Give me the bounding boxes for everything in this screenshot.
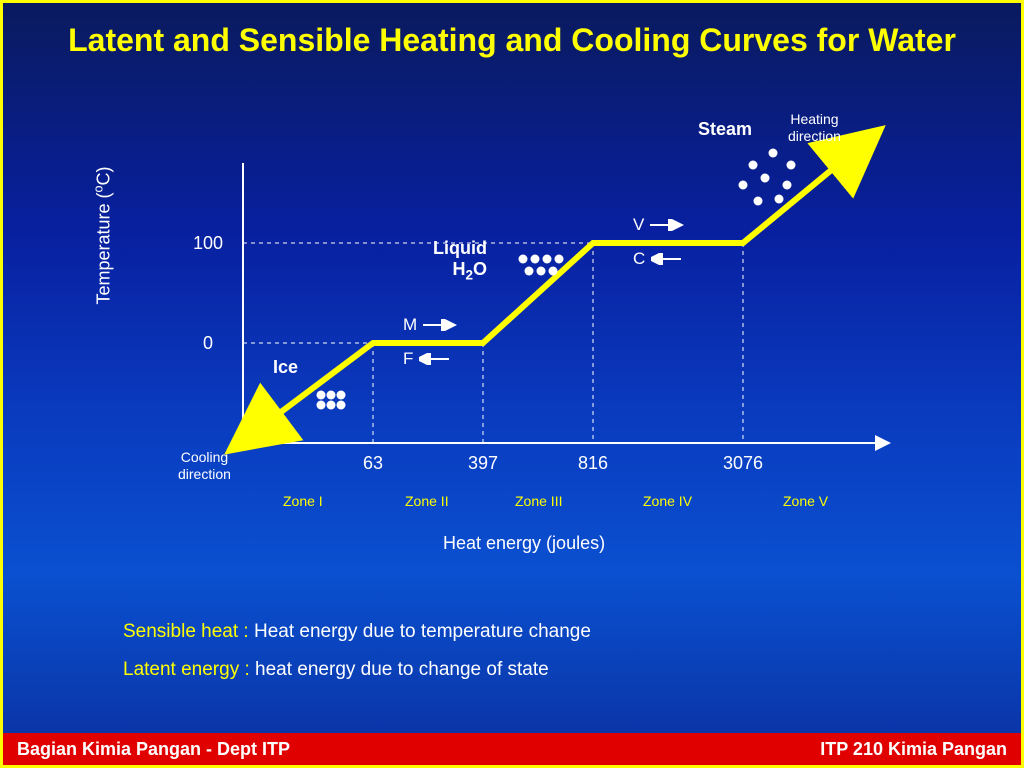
y-axis-label: Temperature (oC) — [92, 166, 115, 304]
y-tick-100: 100 — [193, 233, 223, 254]
definition-latent: Latent energy : heat energy due to chang… — [123, 651, 591, 689]
footer-left: Bagian Kimia Pangan - Dept ITP — [17, 739, 290, 760]
phase-steam: Steam — [698, 119, 752, 140]
phase-ice: Ice — [273, 357, 298, 378]
heating-direction-label: Heatingdirection — [788, 111, 841, 145]
chart-area: Temperature (oC) 0 100 63 397 816 3076 H… — [143, 123, 893, 503]
slide: Latent and Sensible Heating and Cooling … — [0, 0, 1024, 768]
transition-M: M — [403, 315, 457, 335]
definition-sensible: Sensible heat : Heat energy due to tempe… — [123, 613, 591, 651]
y-tick-0: 0 — [203, 333, 213, 354]
steam-dots-icon — [739, 149, 796, 206]
transition-F: F — [403, 349, 453, 369]
transition-C: C — [633, 249, 685, 269]
x-tick-816: 816 — [578, 453, 608, 474]
x-tick-3076: 3076 — [723, 453, 763, 474]
zone-4: Zone IV — [643, 493, 692, 509]
x-tick-397: 397 — [468, 453, 498, 474]
zone-1: Zone I — [283, 493, 323, 509]
ice-dots-icon — [317, 391, 346, 410]
definitions: Sensible heat : Heat energy due to tempe… — [123, 613, 591, 689]
transition-V: V — [633, 215, 684, 235]
zone-3: Zone III — [515, 493, 562, 509]
footer-right: ITP 210 Kimia Pangan — [820, 739, 1007, 760]
liquid-dots-icon — [519, 255, 564, 276]
footer: Bagian Kimia Pangan - Dept ITP ITP 210 K… — [3, 733, 1021, 765]
phase-liquid: LiquidH2O — [433, 238, 487, 283]
slide-title: Latent and Sensible Heating and Cooling … — [3, 3, 1021, 69]
cooling-direction-label: Coolingdirection — [178, 449, 231, 483]
zone-2: Zone II — [405, 493, 449, 509]
x-axis-label: Heat energy (joules) — [443, 533, 605, 554]
zone-5: Zone V — [783, 493, 828, 509]
x-tick-63: 63 — [363, 453, 383, 474]
